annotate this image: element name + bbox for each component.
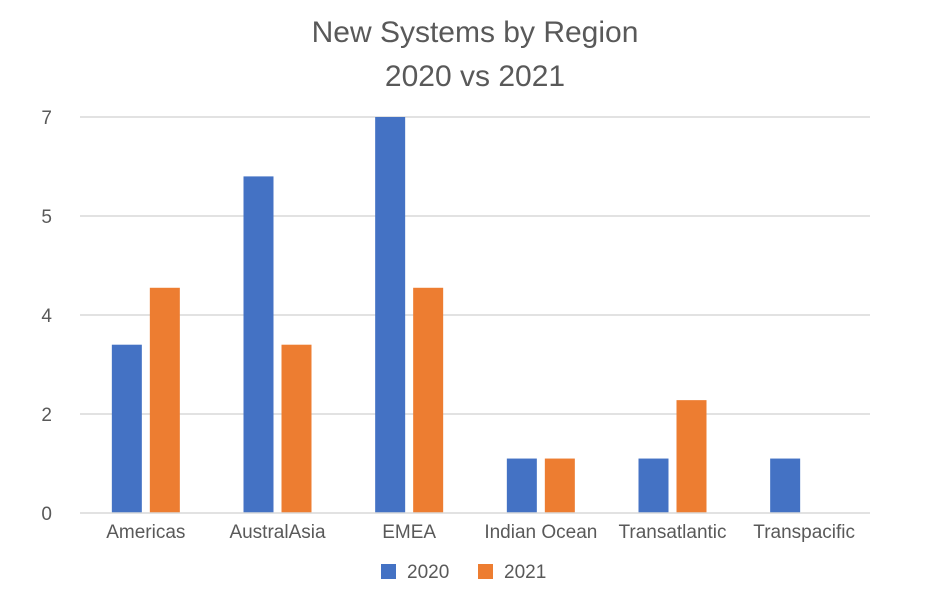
x-tick-label: Transpacific [753, 522, 855, 543]
legend-label-2021: 2021 [504, 562, 546, 583]
legend-label-2020: 2020 [407, 562, 449, 583]
bar-2020-emea [375, 117, 406, 513]
bar-2020-americas [111, 344, 142, 513]
bar-2020-transatlantic [638, 458, 669, 513]
x-tick-label: Indian Ocean [484, 522, 597, 543]
legend: 2020 2021 [381, 562, 546, 583]
chart-subtitle: 2020 vs 2021 [385, 60, 565, 93]
bar-2021-australasia [281, 344, 312, 513]
y-axis: 0 2 4 5 7 [41, 108, 52, 525]
x-tick-label: EMEA [382, 522, 436, 543]
chart-title: New Systems by Region [312, 16, 639, 49]
x-axis: Americas AustralAsia EMEA Indian Ocean Trans… [106, 522, 855, 543]
y-tick-label: 7 [41, 108, 52, 129]
bar-2020-transpacific [770, 458, 801, 513]
gridlines [80, 116, 870, 415]
bar-2020-australasia [243, 176, 274, 513]
bar-2020-indian-ocean [506, 458, 537, 513]
bar-2021-transatlantic [676, 400, 707, 513]
x-tick-label: Transatlantic [618, 522, 726, 543]
y-tick-label: 4 [41, 306, 52, 327]
y-tick-label: 2 [41, 405, 52, 426]
x-tick-label: Americas [106, 522, 185, 543]
legend-swatch-2021 [478, 564, 493, 579]
bars [111, 117, 801, 513]
bar-2021-emea [413, 287, 444, 513]
y-tick-label: 0 [41, 504, 52, 525]
legend-swatch-2020 [381, 564, 396, 579]
bar-2021-americas [149, 287, 180, 513]
x-tick-label: AustralAsia [229, 522, 326, 543]
bar-2021-indian-ocean [544, 458, 575, 513]
y-tick-label: 5 [41, 207, 52, 228]
